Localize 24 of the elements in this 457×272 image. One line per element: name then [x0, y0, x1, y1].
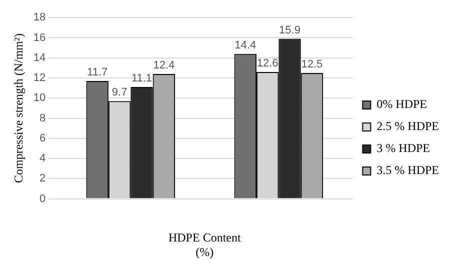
y-tick-label: 6 [40, 132, 46, 144]
data-label: 12.6 [256, 57, 278, 70]
y-tick-label: 14 [33, 52, 46, 64]
y-tick-label: 10 [33, 92, 46, 104]
data-label: 15.9 [279, 24, 300, 36]
y-tick-label: 8 [40, 112, 46, 124]
y-tick-label: 18 [33, 12, 46, 24]
data-label: 12.4 [153, 60, 175, 72]
data-label: 11.7 [87, 66, 108, 79]
legend-label: 2.5 % HDPE [376, 119, 440, 134]
legend-label: 3 % HDPE [376, 141, 430, 156]
data-label: 9.7 [112, 86, 128, 99]
y-tick-label: 2 [40, 172, 46, 185]
y-tick-label: 4 [40, 152, 46, 165]
y-tick-label: 16 [33, 32, 46, 44]
data-label: 11.1 [131, 72, 152, 85]
x-axis-title: HDPE Content (%) [168, 230, 242, 259]
legend-label: 0% HDPE [376, 97, 428, 112]
data-label: 14.4 [234, 39, 256, 52]
legend-label: 3.5 % HDPE [376, 163, 440, 178]
y-tick-label: 0 [40, 192, 46, 205]
y-tick-label: 12 [33, 72, 46, 84]
y-axis-title: Compressive strength (N/mm²) [11, 33, 26, 183]
data-label: 12.5 [301, 58, 323, 70]
